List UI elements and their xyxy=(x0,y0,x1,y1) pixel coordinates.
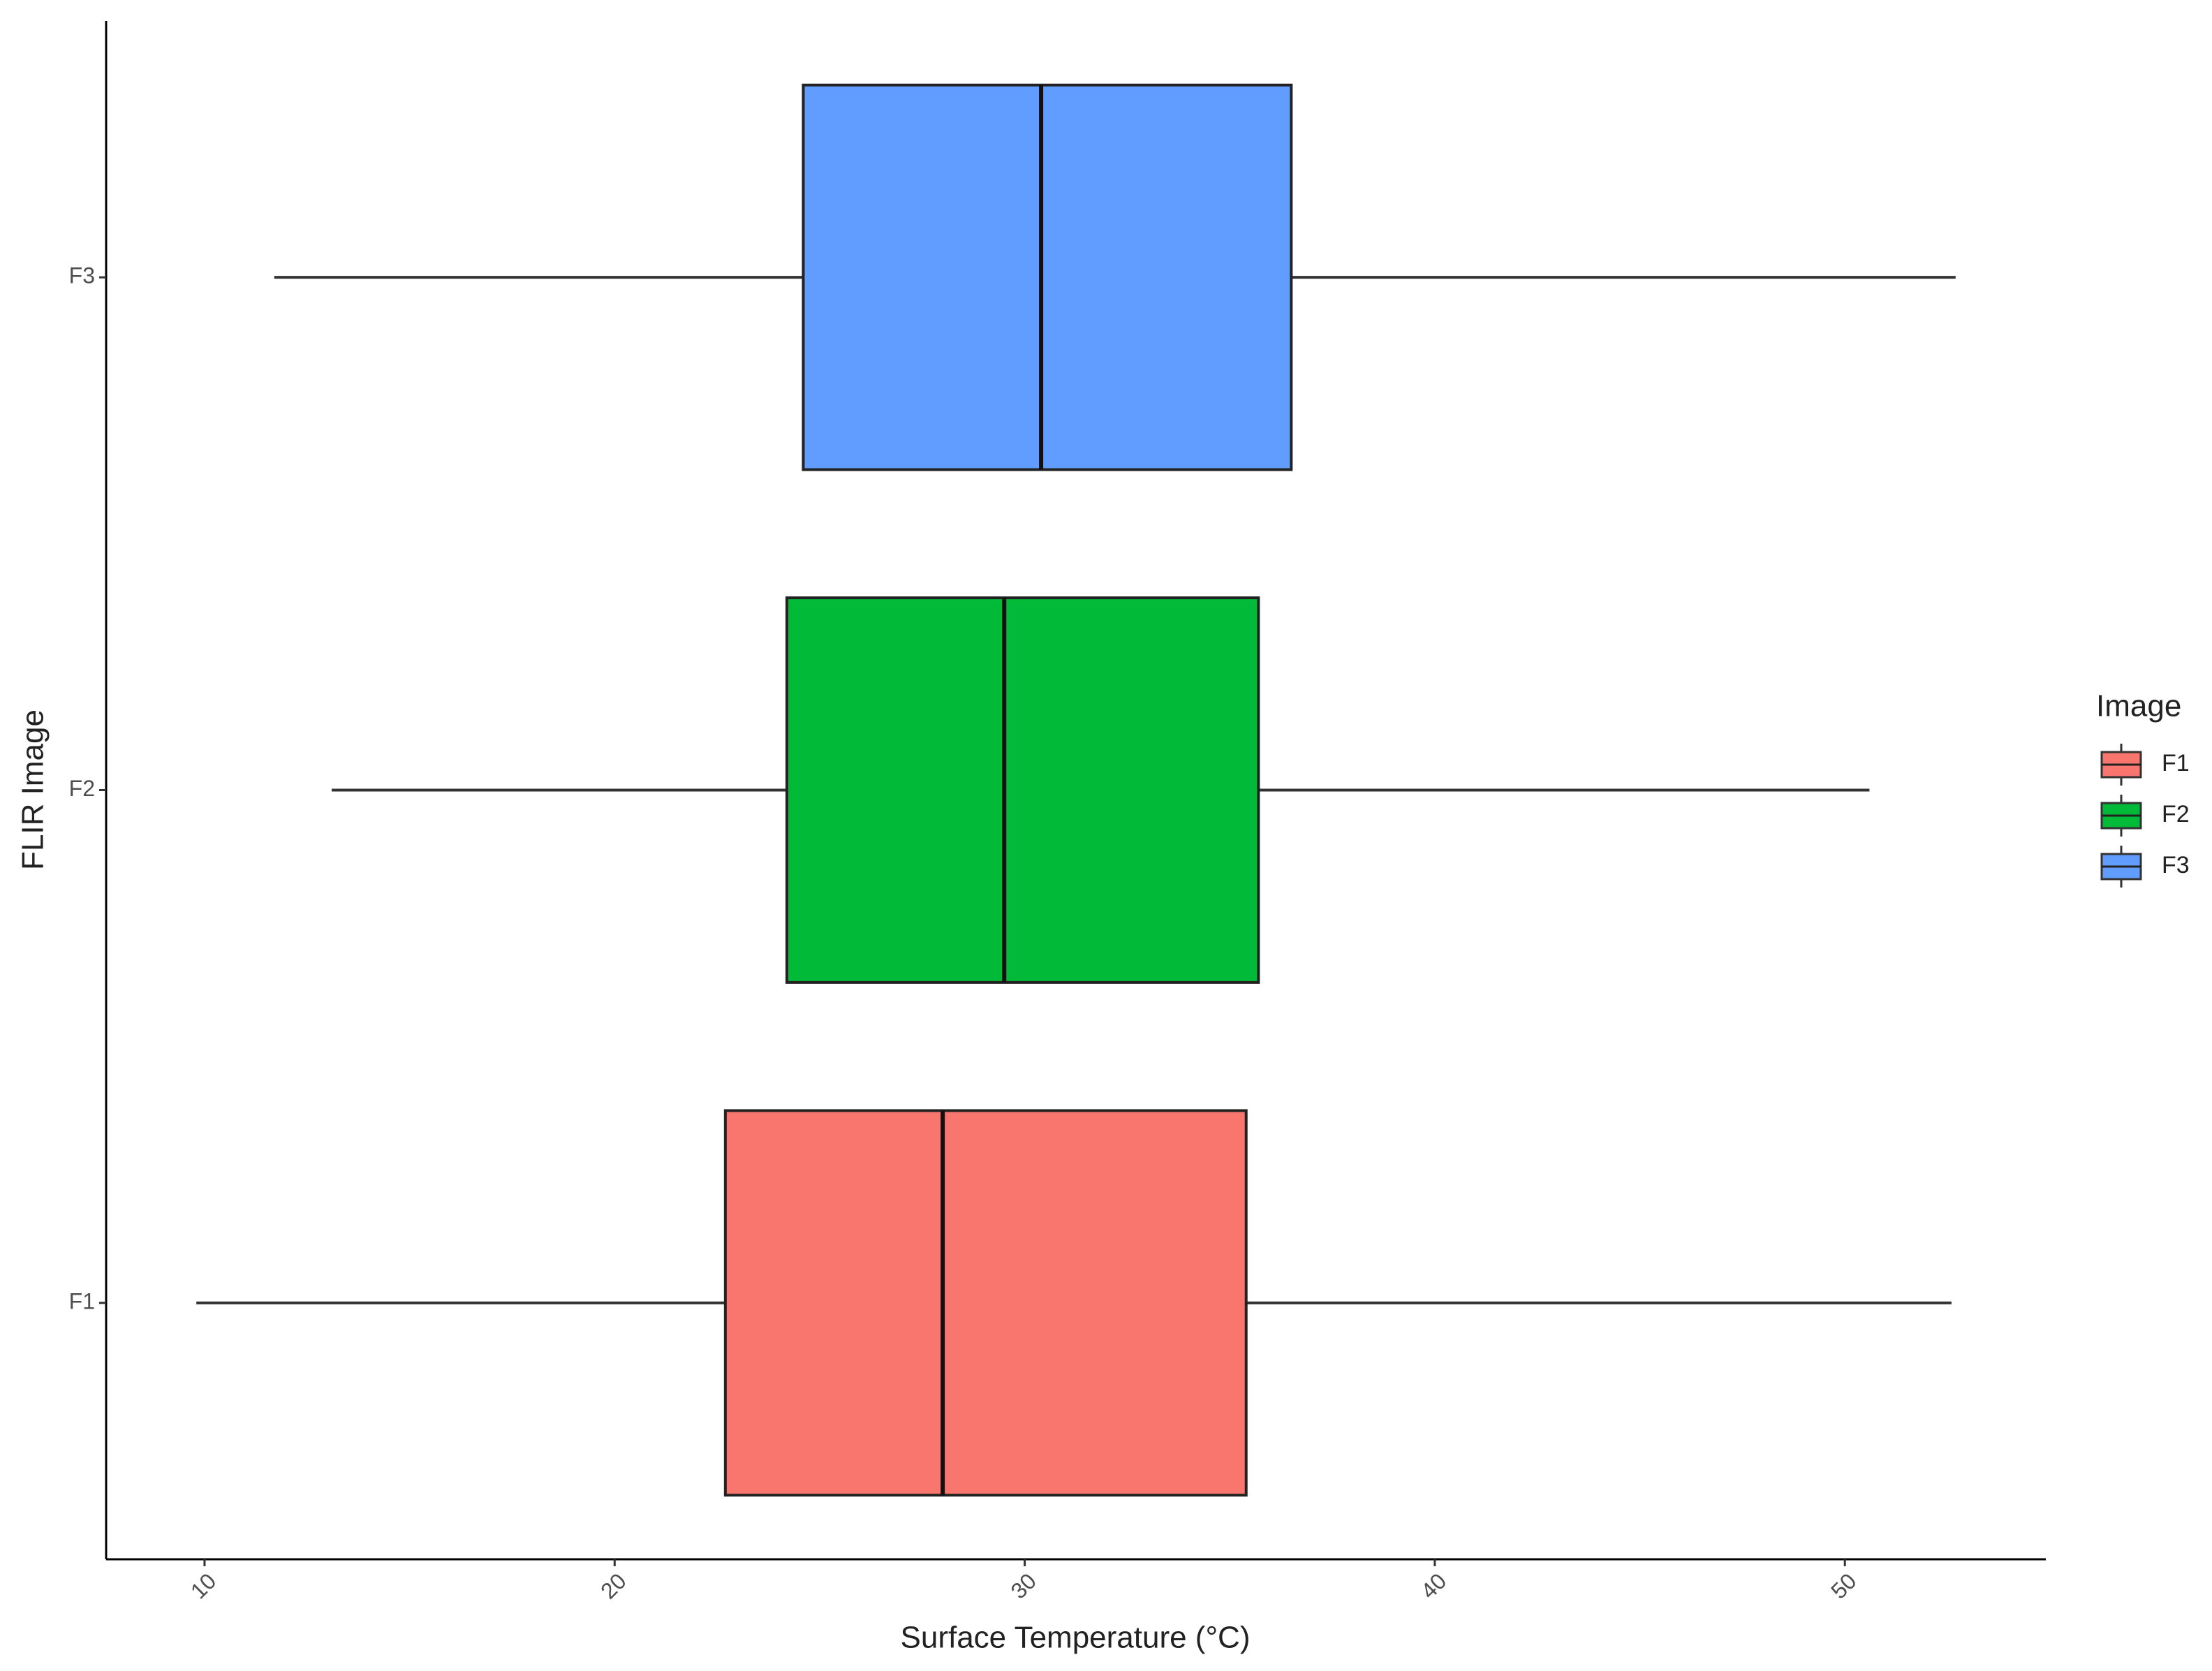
x-tick-label: 10 xyxy=(186,1568,221,1604)
y-axis-title: FLIR Image xyxy=(16,709,50,870)
box xyxy=(723,1109,1248,1497)
legend-label: F2 xyxy=(2162,801,2190,827)
x-tick-label: 30 xyxy=(1005,1568,1041,1604)
x-tick-label: 40 xyxy=(1416,1568,1452,1604)
y-tick-label: F2 xyxy=(69,776,95,801)
box xyxy=(785,596,1260,984)
legend-label: F1 xyxy=(2162,750,2190,776)
y-tick-label: F3 xyxy=(69,263,95,288)
x-tick-label: 50 xyxy=(1826,1568,1861,1604)
x-tick-label: 20 xyxy=(596,1568,631,1604)
legend-label: F3 xyxy=(2162,852,2190,878)
x-axis-title: Surface Temperature (°C) xyxy=(901,1621,1251,1655)
box xyxy=(802,83,1293,471)
legend-title: Image xyxy=(2096,689,2181,723)
y-tick-label: F1 xyxy=(69,1288,95,1313)
